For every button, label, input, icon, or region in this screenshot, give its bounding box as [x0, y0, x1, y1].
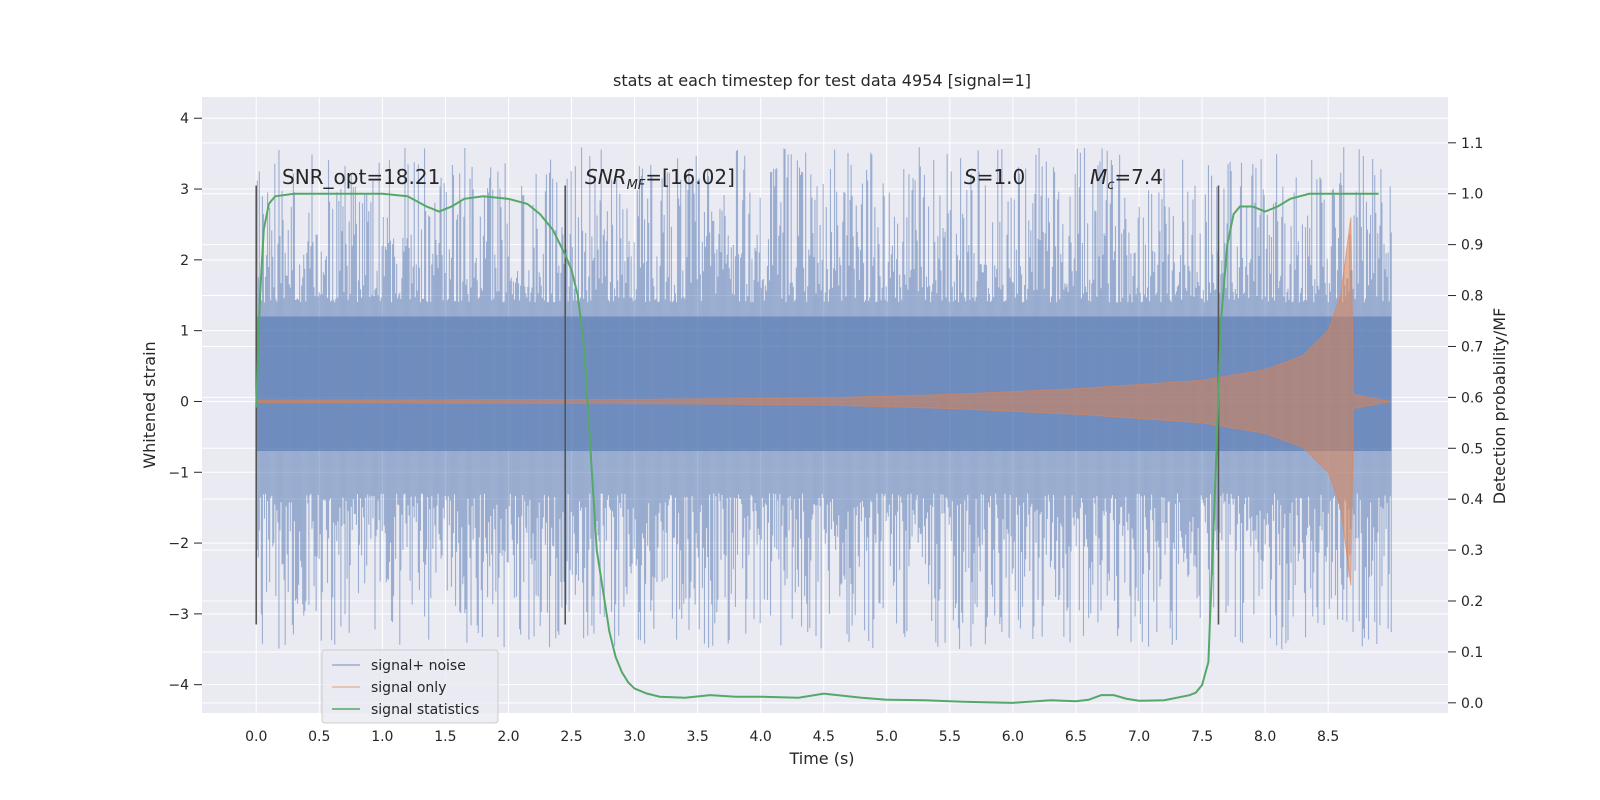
- signal-only-series: [255, 217, 1392, 586]
- x-tick-label: 7.0: [1128, 729, 1150, 745]
- x-tick-label: 2.0: [497, 729, 519, 745]
- x-tick-label: 5.5: [939, 729, 961, 745]
- snr-mf-rest: =[16.02]: [645, 165, 735, 189]
- snr-mf-annotation: SNRMF=[16.02]: [585, 165, 735, 193]
- y-tick-label: −4: [168, 678, 189, 694]
- y-right-tick-label: 0.7: [1461, 339, 1483, 355]
- legend-box: [321, 649, 499, 724]
- x-tick-label: 7.5: [1191, 729, 1213, 745]
- mc-annotation: Mc=7.4: [1090, 165, 1163, 193]
- y-tick-label: 2: [180, 253, 189, 269]
- x-tick-label: 1.0: [371, 729, 393, 745]
- y-tick-label: −1: [168, 465, 189, 481]
- chart-title: stats at each timestep for test data 495…: [613, 71, 1031, 90]
- x-tick-label: 0.5: [308, 729, 330, 745]
- y-axis-right-label: Detection probability/MF: [1490, 308, 1509, 505]
- y-right-tick-label: 0.2: [1461, 594, 1483, 610]
- x-tick-label: 8.0: [1254, 729, 1276, 745]
- s-annotation: S=1.0: [964, 165, 1025, 189]
- y-tick-label: 0: [180, 394, 189, 410]
- y-tick-label: −2: [168, 536, 189, 552]
- s-rest: =1.0: [977, 165, 1026, 189]
- y-right-tick-label: 0.0: [1461, 696, 1483, 712]
- y-right-tick-label: 0.1: [1461, 645, 1483, 661]
- x-tick-label: 4.5: [813, 729, 835, 745]
- x-axis: 0.0 0.5 1.0 1.5 2.0 2.5 3.0 3.5 4.0 4.5 5.0 5.5 6.0 6…: [245, 729, 1339, 745]
- x-tick-label: 1.5: [434, 729, 456, 745]
- y-tick-label: −3: [168, 607, 189, 623]
- s-base: S: [964, 165, 977, 189]
- x-tick-label: 4.0: [750, 729, 772, 745]
- mc-rest: =7.4: [1114, 165, 1163, 189]
- legend-label-signal-noise: signal+ noise: [371, 658, 466, 674]
- y-right-tick-label: 0.8: [1461, 289, 1483, 305]
- y-right-tick-label: 1.0: [1461, 187, 1483, 203]
- legend-label-signal-only: signal only: [371, 680, 446, 696]
- y-right-tick-label: 0.4: [1461, 492, 1483, 508]
- snr-mf-sub: MF: [627, 178, 646, 193]
- x-tick-label: 0.0: [245, 729, 267, 745]
- y-right-tick-label: 0.9: [1461, 238, 1483, 254]
- signal-statistics-line: [255, 192, 1379, 704]
- snr-mf-base: SNR: [585, 165, 627, 189]
- chirp-envelope: [255, 217, 1392, 586]
- x-tick-label: 6.0: [1002, 729, 1024, 745]
- y-tick-label: 4: [180, 111, 189, 127]
- y-tick-label: 1: [180, 324, 189, 340]
- y-right-tick-label: 0.5: [1461, 441, 1483, 457]
- x-tick-label: 8.5: [1317, 729, 1339, 745]
- mc-sub: c: [1107, 178, 1114, 193]
- y-axis-label: Whitened strain: [140, 341, 159, 468]
- x-axis-label: Time (s): [788, 749, 854, 768]
- signal-statistics-series: [255, 192, 1379, 704]
- legend: signal+ noise signal only signal statist…: [321, 649, 499, 724]
- x-tick-label: 5.0: [876, 729, 898, 745]
- mc-base: M: [1090, 165, 1107, 189]
- y-right-tick-label: 0.6: [1461, 390, 1483, 406]
- y-axis-right: 1.1 1.0 0.9 0.8 0.7 0.6 0.5 0.4 0.3 0.2 0.1 0.0: [1448, 136, 1483, 712]
- x-tick-label: 3.0: [623, 729, 645, 745]
- legend-label-signal-statistics: signal statistics: [371, 702, 479, 718]
- snr-opt-annotation: SNR_opt=18.21: [282, 165, 440, 189]
- x-tick-label: 6.5: [1065, 729, 1087, 745]
- x-tick-label: 2.5: [560, 729, 582, 745]
- signal-plus-noise-series: [255, 147, 1392, 650]
- y-right-tick-label: 0.3: [1461, 543, 1483, 559]
- y-tick-label: 3: [180, 182, 189, 198]
- y-axis-left: 4 3 2 1 0 −1 −2 −3 −4: [168, 111, 202, 694]
- y-right-tick-label: 1.1: [1461, 136, 1483, 152]
- x-tick-label: 3.5: [686, 729, 708, 745]
